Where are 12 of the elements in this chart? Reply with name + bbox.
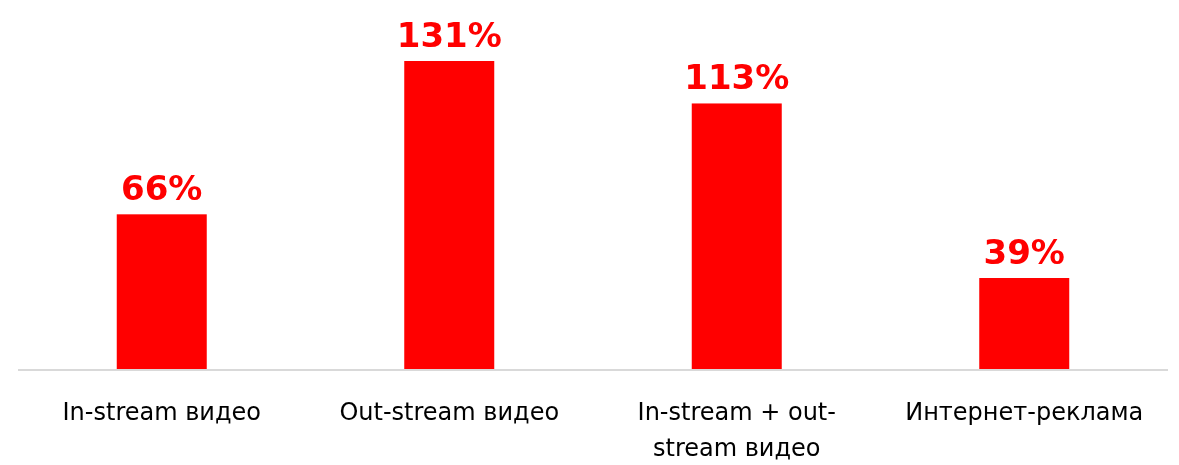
data-label: 113% — [684, 57, 790, 98]
x-tick-label: In-stream видео — [62, 398, 261, 426]
bar — [404, 61, 495, 370]
x-tick-label: In-stream + out-stream видео — [637, 398, 836, 462]
data-label: 131% — [396, 15, 502, 55]
x-tick-label: Out-stream видео — [339, 398, 560, 426]
bar — [691, 103, 782, 370]
bar — [979, 278, 1070, 370]
data-label: 39% — [983, 232, 1065, 273]
bar — [116, 214, 207, 370]
data-label: 66% — [121, 168, 203, 209]
x-tick-label: Интернет-реклама — [905, 398, 1144, 426]
